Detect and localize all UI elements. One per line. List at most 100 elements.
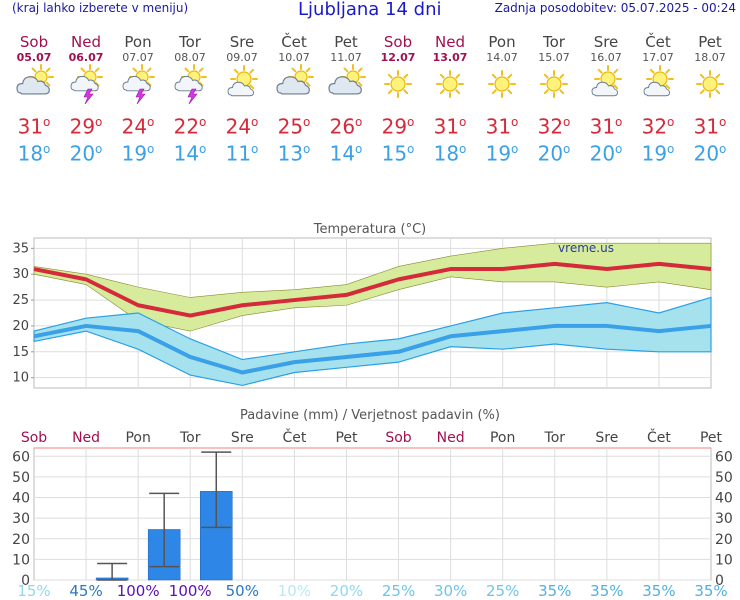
degree-symbol: o xyxy=(511,142,519,156)
day-column: Tor 08.07 22o 14o xyxy=(164,33,216,166)
degree-symbol: o xyxy=(199,115,207,129)
error-bar xyxy=(201,451,232,529)
day-label: Pet xyxy=(700,430,723,446)
day-name: Tor xyxy=(543,33,565,51)
y-tick-label-right: 20 xyxy=(715,532,733,548)
lightning-bolt xyxy=(83,88,94,105)
max-temperature-value: 26 xyxy=(329,114,356,139)
cloud-shape xyxy=(16,76,50,95)
min-temperature-value: 11 xyxy=(225,141,252,166)
cloud-shape xyxy=(227,81,254,97)
cloud-shape xyxy=(122,75,151,92)
min-temperature-value: 19 xyxy=(485,141,512,166)
day-column: Ned 06.07 29o 20o xyxy=(60,33,112,166)
max-temperature: 24o xyxy=(216,108,268,139)
degree-symbol: o xyxy=(459,115,467,129)
degree-symbol: o xyxy=(615,142,623,156)
min-temperature: 11o xyxy=(216,136,268,166)
y-tick-label-left: 40 xyxy=(12,491,30,507)
cloud-shape xyxy=(174,75,203,92)
daily-forecast-strip: Sob 05.07 31o 18o Ned 06.07 29o 20o Pon 07.07 24o 1… xyxy=(8,34,736,174)
day-name: Tor xyxy=(179,33,201,51)
y-tick-label: 30 xyxy=(12,267,29,282)
max-temperature-value: 31 xyxy=(589,114,616,139)
day-label: Sob xyxy=(385,430,411,446)
min-temperature-value: 20 xyxy=(693,141,720,166)
precipitation-probability: 35% xyxy=(694,582,727,600)
chart-title: Temperatura (°C) xyxy=(313,222,426,237)
thunderstorm-icon xyxy=(122,64,155,105)
y-tick-label-right: 30 xyxy=(715,511,733,527)
max-temperature-value: 31 xyxy=(693,114,720,139)
page-title: Ljubljana 14 dni xyxy=(298,0,442,20)
cloud-shape xyxy=(276,76,310,95)
min-temperature-value: 13 xyxy=(277,141,304,166)
precipitation-probability: 100% xyxy=(169,582,212,600)
max-temperature: 29o xyxy=(372,108,424,139)
day-label: Sre xyxy=(595,430,618,446)
day-label: Čet xyxy=(282,428,306,446)
min-temperature: 15o xyxy=(372,136,424,166)
max-temperature: 32o xyxy=(632,108,684,139)
max-temperature: 26o xyxy=(320,108,372,139)
max-temperature-value: 29 xyxy=(381,114,408,139)
max-temperature: 31o xyxy=(684,108,736,139)
degree-symbol: o xyxy=(199,142,207,156)
day-name: Sre xyxy=(229,33,255,51)
min-temperature: 20o xyxy=(580,136,632,166)
min-temperature-value: 20 xyxy=(69,141,96,166)
degree-symbol: o xyxy=(667,142,675,156)
min-temperature-value: 15 xyxy=(381,141,408,166)
day-column: Tor 15.07 32o 20o xyxy=(528,33,580,166)
temperature-chart: Temperatura (°C) 10 15 20 25 30 35 vreme.us xyxy=(12,222,712,389)
degree-symbol: o xyxy=(43,115,51,129)
sun-shape xyxy=(488,70,516,98)
day-column: Čet 17.07 32o 19o xyxy=(632,34,684,166)
min-temperature: 20o xyxy=(528,136,580,166)
day-label: Tor xyxy=(544,430,566,446)
last-update: Zadnja posodobitev: 05.07.2025 - 00:24 xyxy=(494,1,736,15)
y-tick-label: 25 xyxy=(12,293,29,308)
min-temperature-value: 18 xyxy=(17,141,44,166)
day-name: Pet xyxy=(698,33,722,51)
day-date: 12.07 xyxy=(380,51,416,64)
sun-icon xyxy=(384,70,412,98)
max-temperature: 31o xyxy=(476,108,528,139)
day-date: 18.07 xyxy=(694,51,726,64)
max-temperature-value: 24 xyxy=(225,114,252,139)
day-name: Pet xyxy=(334,33,358,51)
day-date: 05.07 xyxy=(16,51,52,64)
day-date: 16.07 xyxy=(590,51,622,64)
y-tick-label-left: 50 xyxy=(12,470,30,486)
day-date: 17.07 xyxy=(642,51,674,64)
day-name: Ned xyxy=(71,33,101,51)
min-temperature-value: 20 xyxy=(537,141,564,166)
precipitation-probability: 45% xyxy=(69,582,102,600)
day-date: 09.07 xyxy=(226,51,258,64)
degree-symbol: o xyxy=(459,142,467,156)
day-date: 07.07 xyxy=(122,51,154,64)
degree-symbol: o xyxy=(511,115,519,129)
degree-symbol: o xyxy=(407,115,415,129)
degree-symbol: o xyxy=(95,142,103,156)
error-bar xyxy=(149,492,180,568)
max-temperature: 24o xyxy=(112,108,164,139)
y-tick-label-right: 50 xyxy=(715,470,733,486)
day-column: Pet 11.07 26o 14o xyxy=(320,33,372,166)
precipitation-probability: 25% xyxy=(382,582,415,600)
precipitation-probability: 15% xyxy=(17,582,50,600)
max-temperature: 32o xyxy=(528,108,580,139)
day-date: 13.07 xyxy=(432,51,468,64)
sun-cloud-icon xyxy=(643,65,674,97)
day-column: Čet 10.07 25o 13o xyxy=(268,34,320,166)
y-tick-label-left: 20 xyxy=(12,532,30,548)
sun-shape xyxy=(384,70,412,98)
y-tick-label-right: 60 xyxy=(715,449,733,465)
sun-icon xyxy=(696,70,724,98)
y-tick-label-left: 10 xyxy=(12,552,30,568)
y-tick-label: 15 xyxy=(12,345,29,360)
lightning-bolt xyxy=(187,88,198,105)
day-column: Sob 05.07 31o 18o xyxy=(8,34,60,166)
menu-hint[interactable]: (kraj lahko izberete v meniju) xyxy=(12,1,189,15)
day-date: 08.07 xyxy=(174,51,206,64)
